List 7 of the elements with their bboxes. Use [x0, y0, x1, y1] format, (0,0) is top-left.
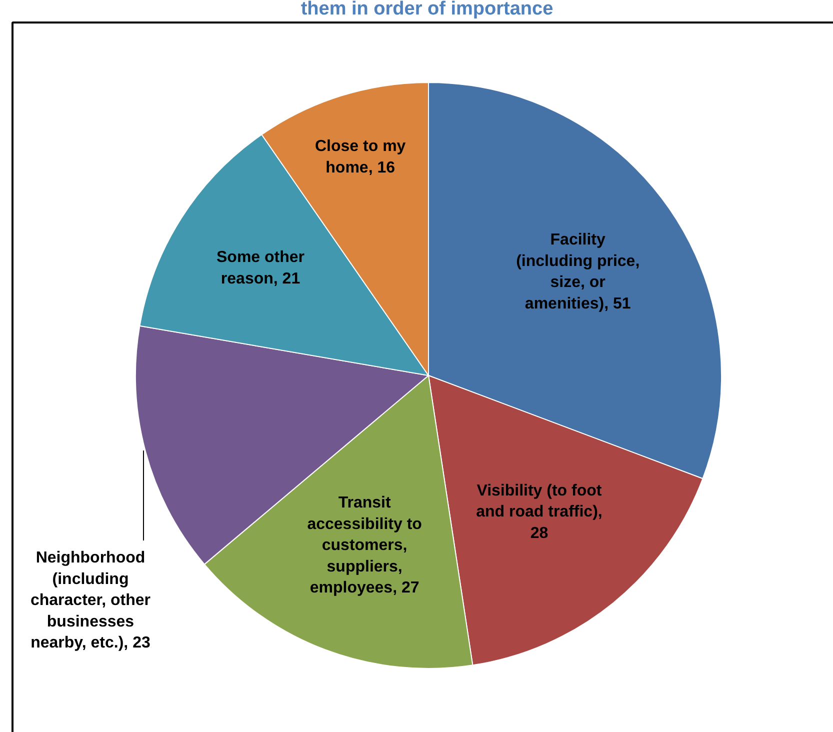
slice-label: Neighborhood (including character, other businesses nearby, etc.), 23 — [30, 550, 151, 652]
slice-label: Transit accessibility to customers, suppliers, employees, 27 — [307, 494, 422, 597]
chart-title: them in order of importance — [300, 0, 554, 20]
slice-label: Visibility (to foot and road traffic), 28 — [476, 482, 602, 542]
slice-label: Close to my home, 16 — [315, 138, 406, 176]
slice-label: Facility (including price, size, or amenities), 51 — [516, 232, 640, 312]
slice-label: Some other reason, 21 — [216, 249, 305, 288]
